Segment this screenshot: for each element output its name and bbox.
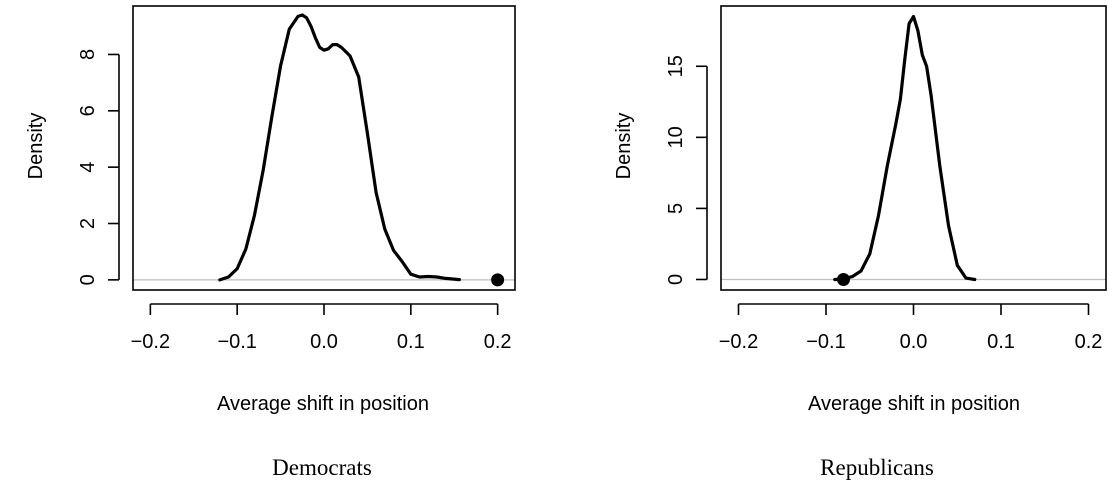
x-tick-label: 0.0 (900, 331, 928, 353)
x-tick-label: −0.2 (719, 331, 758, 353)
density-curve (833, 14, 977, 282)
panel-caption: Democrats (272, 455, 372, 480)
plot-frame (720, 5, 1107, 291)
y-tick-label: 2 (77, 218, 99, 229)
observed-value-point (837, 272, 850, 286)
x-tick-label: −0.2 (131, 331, 170, 353)
republicans-density-panel: Average shift in position Density Republ… (613, 5, 1107, 480)
panel-caption: Republicans (820, 455, 934, 480)
x-tick-label: 0.1 (397, 331, 425, 353)
x-axis-title: Average shift in position (217, 393, 429, 415)
y-tick-label: 6 (77, 105, 99, 116)
y-tick-label: 15 (665, 55, 687, 77)
observed-value-point (491, 273, 505, 287)
y-tick-label: 8 (77, 49, 99, 60)
x-tick-label: 0.0 (310, 331, 338, 353)
x-axis-title: Average shift in position (808, 393, 1020, 415)
y-axis-title: Density (25, 113, 47, 180)
y-tick-label: 4 (77, 162, 99, 173)
y-tick-label: 0 (77, 274, 99, 285)
y-tick-label: 0 (665, 274, 687, 285)
x-tick-label: −0.1 (806, 331, 845, 353)
x-tick-label: −0.1 (217, 331, 256, 353)
plot-frame (132, 5, 516, 291)
x-tick-label: 0.2 (484, 331, 512, 353)
x-tick-label: 0.1 (987, 331, 1015, 353)
democrats-density-panel: Average shift in position Density Democr… (25, 5, 516, 480)
x-tick-label: 0.2 (1075, 331, 1103, 353)
density-curve (218, 13, 461, 282)
y-axis-title: Density (613, 113, 635, 180)
y-tick-label: 10 (665, 126, 687, 148)
y-tick-label: 5 (665, 203, 687, 214)
